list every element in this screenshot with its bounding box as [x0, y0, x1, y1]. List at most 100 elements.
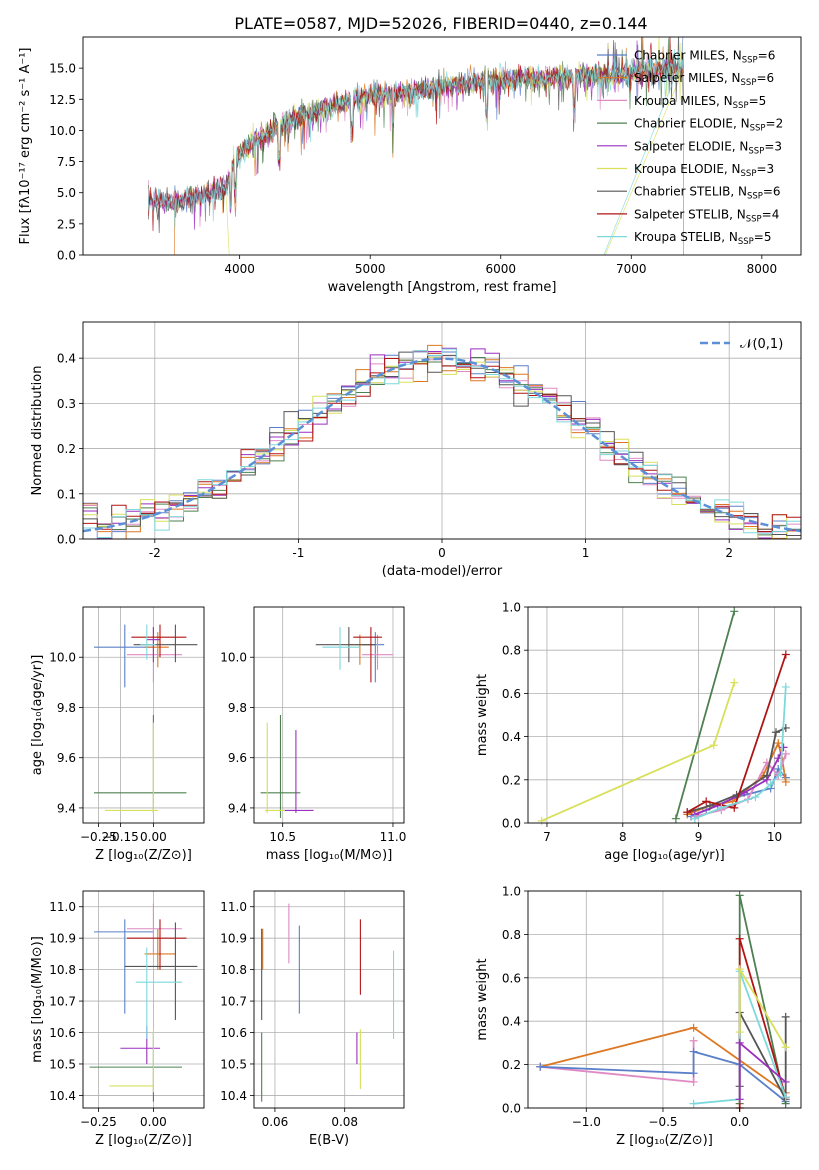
legend-label: Chabrier STELIB, NSSP=6: [634, 185, 781, 202]
mass-age-plot-area: [260, 627, 393, 818]
x-tick-label: 4000: [224, 262, 255, 276]
y-tick-label: 9.8: [228, 701, 247, 715]
legend-label: 𝒩(0,1): [740, 337, 783, 352]
y-tick-label: 10.0: [49, 124, 76, 138]
weight-marker: [690, 814, 699, 823]
weight-marker: [730, 607, 739, 616]
ebv-mass-plot-area: [261, 903, 395, 1102]
x-tick-label: 0.08: [331, 1115, 358, 1129]
y-tick-label: 0.0: [502, 817, 521, 831]
errorbar-point-orange: [348, 634, 371, 665]
residuals-plot-area: 𝒩(0,1): [82, 337, 802, 540]
weight-marker: [762, 771, 771, 780]
errorbar-point-red: [127, 919, 187, 970]
y-tick-label: 0.2: [502, 773, 521, 787]
spectrum-lines: [147, 37, 684, 255]
weight-marker: [779, 743, 788, 752]
errorbar-point-yellow: [265, 722, 285, 813]
spectrum-series-cyan: [147, 49, 684, 255]
residuals-chart: 𝒩(0,1) -2 -1 0 1 2 0.0 0.1 0.2 0.3 0.4 (data-model)…: [30, 321, 802, 579]
y-tick-label: 12.5: [49, 93, 76, 107]
weight-marker: [781, 1012, 790, 1021]
x-tick-label: 10: [767, 830, 782, 844]
weight-marker: [702, 797, 711, 806]
x-axis-label: Z [log₁₀(Z/Z⊙)]: [95, 848, 192, 863]
weight-marker: [766, 780, 775, 789]
mass-age-grid: [254, 607, 404, 823]
errorbar-point-pink: [362, 634, 393, 670]
x-tick-label: −0.25: [80, 830, 117, 844]
y-tick-label: 0.0: [57, 249, 76, 263]
x-axis-label: Z [log₁₀(Z/Z⊙)]: [616, 1133, 713, 1148]
mass-age-chart: 10.5 11.0 9.4 9.6 9.8 10.0 mass [log₁₀(M/M⊙)]: [220, 606, 406, 863]
weight-marker: [781, 650, 790, 659]
age-weight-axes: 7 8 9 10 0.0 0.2 0.4 0.6 0.8 1.0 age [log₁₀(age/yr…: [475, 601, 802, 863]
axes-frame: [253, 890, 405, 1109]
weight-series-green: [671, 607, 739, 823]
errorbar-point-cyan: [135, 947, 182, 1039]
errorbar-point-purple: [120, 1026, 160, 1064]
errorbar-point-green: [89, 1032, 182, 1102]
weight-line: [694, 747, 785, 816]
weight-line: [541, 682, 736, 822]
y-axis-label: mass weight: [475, 674, 490, 756]
y-tick-label: 0.4: [57, 352, 76, 366]
x-tick-label: 7000: [616, 262, 647, 276]
weight-marker: [771, 728, 780, 737]
weight-marker: [689, 1047, 698, 1056]
weight-marker: [774, 739, 783, 748]
weight-line: [738, 1012, 787, 1100]
errorbar-point-pink: [127, 627, 182, 683]
axes-frame: [527, 606, 802, 824]
legend-label: Kroupa ELODIE, NSSP=3: [634, 162, 774, 179]
weight-marker: [781, 777, 790, 786]
y-tick-label: 1.0: [502, 885, 521, 899]
x-axis-label: age [log₁₀(age/yr)]: [604, 848, 725, 863]
y-axis-label: age [log₁₀(age/yr)]: [30, 655, 45, 776]
x-tick-label: −0.5: [648, 1115, 677, 1129]
ebv-mass-grid: [254, 891, 404, 1108]
y-tick-label: 10.9: [220, 932, 247, 946]
spectrum-series-green: [147, 37, 684, 213]
y-tick-label: 2.5: [57, 217, 76, 231]
x-tick-label: −0.25: [80, 1115, 117, 1129]
weight-line: [675, 611, 736, 819]
weight-marker: [781, 1093, 790, 1102]
axes-frame: [82, 606, 205, 824]
y-tick-label: 0.8: [502, 928, 521, 942]
y-tick-label: 10.7: [49, 995, 76, 1009]
y-tick-label: 10.0: [49, 651, 76, 665]
y-tick-label: 9.8: [57, 701, 76, 715]
y-tick-label: 10.0: [220, 651, 247, 665]
axes-frame: [82, 36, 802, 256]
x-axis-label: wavelength [Angstrom, rest frame]: [328, 280, 557, 295]
weight-line: [687, 727, 787, 814]
y-tick-label: 0.0: [57, 533, 76, 547]
z-mass-chart: −0.25 0.00 10.4 10.5 10.6 10.7 10.8 10.9 11.0 Z […: [30, 890, 205, 1148]
x-tick-label: 6000: [485, 262, 516, 276]
weight-marker: [781, 1077, 790, 1086]
axes-frame: [82, 890, 205, 1109]
spectrum-axes: 4000 5000 6000 7000 8000 0.0 2.5 5.0 7.5 10.0 12.5…: [18, 36, 802, 295]
weight-marker: [709, 741, 718, 750]
z-weight-plot-area: [536, 891, 790, 1112]
weight-marker: [689, 1036, 698, 1045]
y-axis-label: mass weight: [475, 958, 490, 1040]
weight-line: [686, 654, 787, 813]
x-axis-label: E(B-V): [309, 1133, 349, 1148]
y-tick-label: 10.8: [220, 963, 247, 977]
weight-marker: [781, 749, 790, 758]
errorbar-point-cyan: [140, 624, 156, 660]
y-tick-label: 10.4: [220, 1089, 247, 1103]
x-tick-label: 0: [438, 546, 446, 560]
y-tick-label: 5.0: [57, 186, 76, 200]
legend-label: Kroupa MILES, NSSP=5: [634, 94, 766, 111]
y-tick-label: 9.4: [228, 801, 247, 815]
x-tick-label: 0.00: [140, 830, 167, 844]
weight-line: [694, 686, 787, 820]
axes-frame: [253, 606, 405, 824]
weight-marker: [689, 1023, 698, 1032]
y-tick-label: 10.6: [220, 1026, 247, 1040]
weight-series-cyan: [690, 682, 790, 823]
y-tick-label: 10.9: [49, 932, 76, 946]
